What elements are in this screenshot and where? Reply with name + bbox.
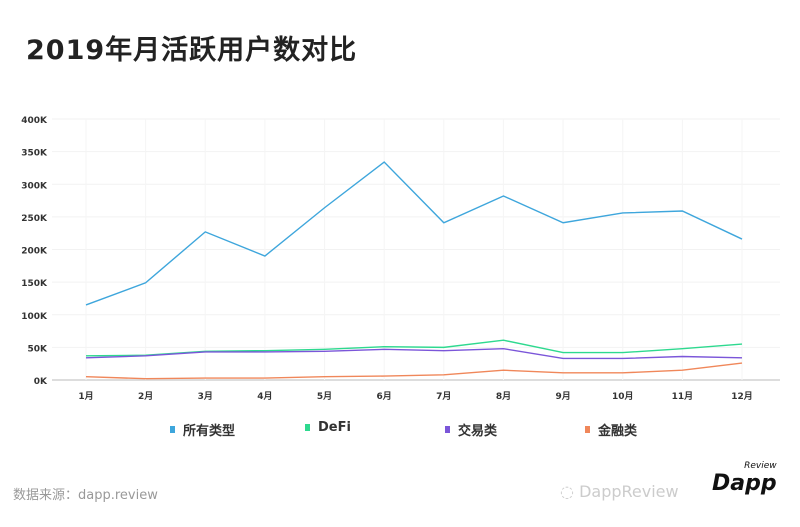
legend-item[interactable]: 金融类 <box>585 420 637 439</box>
logo-sub: Review <box>744 461 777 471</box>
y-tick-label: 250K <box>21 214 48 224</box>
y-tick-label: 300K <box>21 181 48 191</box>
x-tick-label: 6月 <box>377 391 392 402</box>
series-line-2 <box>85 347 743 360</box>
legend-label: 交易类 <box>458 424 498 439</box>
y-tick-label: 0K <box>34 377 48 387</box>
legend-swatch <box>585 426 590 433</box>
legend-swatch <box>445 426 450 433</box>
y-tick-label: 200K <box>21 247 48 257</box>
legend-item[interactable]: DeFi <box>305 420 351 435</box>
y-tick-label: 150K <box>21 279 48 289</box>
legend-item[interactable]: 所有类型 <box>170 420 235 439</box>
x-tick-label: 2月 <box>138 391 153 402</box>
watermark-text: DappReview <box>579 482 679 501</box>
legend-swatch <box>170 426 175 433</box>
x-tick-label: 9月 <box>555 391 570 402</box>
legend-swatch <box>305 424 310 431</box>
x-tick-label: 12月 <box>731 391 753 402</box>
x-tick-label: 10月 <box>612 391 634 402</box>
x-tick-label: 11月 <box>672 391 694 402</box>
data-source: 数据来源：dapp.review <box>13 488 158 503</box>
dapp-review-logo: Review Dapp <box>712 462 777 495</box>
x-tick-label: 1月 <box>78 391 93 402</box>
x-tick-label: 7月 <box>436 391 451 402</box>
legend-label: 金融类 <box>598 424 638 439</box>
chart-title: 2019年月活跃用户数对比 <box>26 35 358 66</box>
watermark: ◌ DappReview <box>560 482 679 501</box>
series-line-0 <box>85 161 743 306</box>
y-tick-label: 100K <box>21 312 48 322</box>
x-tick-label: 5月 <box>317 391 332 402</box>
wechat-icon: ◌ <box>560 482 574 501</box>
series-line-3 <box>85 362 743 380</box>
legend-item[interactable]: 交易类 <box>445 420 497 439</box>
x-tick-label: 3月 <box>198 391 213 402</box>
y-tick-label: 350K <box>21 149 48 159</box>
x-tick-label: 4月 <box>257 391 272 402</box>
logo-text: Dapp <box>712 471 777 496</box>
x-tick-label: 8月 <box>496 391 511 402</box>
legend-label: DeFi <box>318 420 351 435</box>
y-tick-label: 50K <box>28 344 49 354</box>
legend-label: 所有类型 <box>183 424 236 439</box>
y-tick-label: 400K <box>21 116 48 126</box>
